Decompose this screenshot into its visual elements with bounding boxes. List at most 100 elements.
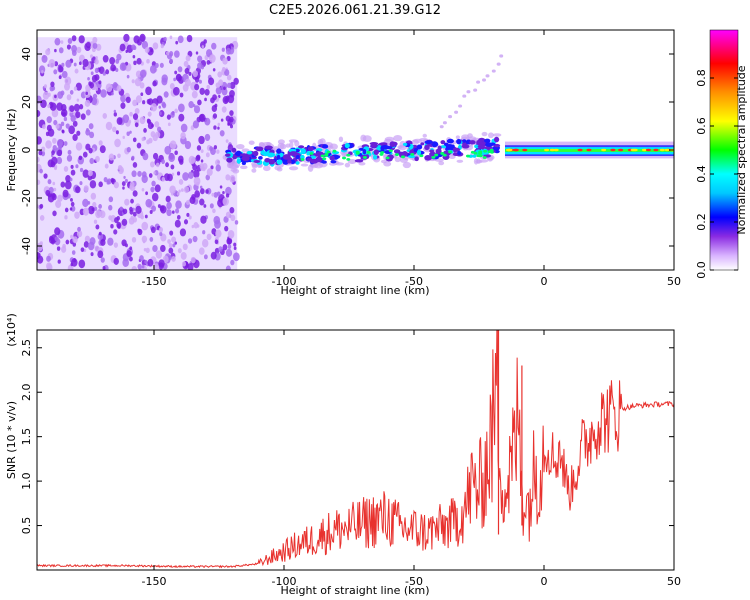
noise-blob — [183, 219, 189, 225]
noise-blob — [171, 172, 175, 176]
noise-blob — [196, 224, 200, 228]
noise-blob — [170, 164, 175, 170]
x-tick-label: -150 — [142, 275, 167, 288]
noise-blob — [63, 116, 68, 122]
stray-blob — [466, 90, 471, 94]
noise-blob — [47, 194, 55, 203]
band-core-blob — [264, 145, 273, 150]
noise-blob — [200, 149, 204, 154]
band-core-blob — [414, 156, 419, 162]
noise-blob — [185, 200, 190, 206]
band-halo-blob — [277, 142, 285, 150]
noise-blob — [132, 207, 135, 211]
noise-blob — [145, 198, 153, 208]
band-halo-blob — [251, 168, 257, 173]
band-peak-blob — [394, 153, 399, 156]
band-core-blob — [416, 144, 423, 150]
band-halo-blob — [309, 163, 317, 168]
noise-blob — [48, 236, 55, 244]
noise-blob — [130, 198, 134, 204]
band-core-blob — [472, 154, 477, 158]
band-core-blob — [266, 152, 276, 158]
noise-blob — [50, 81, 55, 88]
band-halo-blob — [226, 162, 233, 169]
noise-blob — [143, 248, 147, 252]
noise-blob — [167, 122, 171, 127]
spectrogram-x-axis-label: Height of straight line (km) — [280, 284, 429, 297]
noise-blob — [229, 124, 234, 129]
noise-blob — [234, 220, 239, 225]
noise-blob — [75, 82, 82, 91]
band-halo-blob — [384, 136, 395, 142]
noise-blob — [83, 241, 89, 248]
band-halo-blob — [258, 141, 265, 147]
band-peak-blob — [434, 153, 439, 157]
y-tick-label: 1.0 — [20, 472, 33, 490]
band-core-blob — [226, 157, 233, 163]
noise-blob — [85, 109, 91, 116]
noise-blob — [105, 83, 113, 93]
noise-blob — [59, 141, 63, 146]
noise-blob — [51, 156, 58, 165]
noise-blob — [85, 91, 89, 96]
noise-blob — [92, 42, 98, 49]
noise-blob — [152, 245, 158, 253]
noise-blob — [126, 146, 131, 153]
noise-blob — [95, 224, 100, 230]
band-peak-blob — [320, 154, 325, 158]
noise-blob — [224, 69, 230, 76]
noise-blob — [223, 86, 226, 90]
noise-blob — [60, 40, 64, 44]
noise-blob — [134, 107, 140, 115]
noise-blob — [122, 135, 125, 139]
noise-blob — [129, 130, 132, 134]
noise-blob — [47, 92, 51, 97]
noise-blob — [77, 226, 81, 232]
band-peak-blob — [487, 150, 492, 154]
band-halo-blob — [438, 160, 445, 166]
noise-blob — [94, 58, 99, 65]
band-peak-blob — [326, 150, 331, 154]
band-core-blob — [435, 148, 442, 155]
noise-blob — [168, 153, 176, 163]
band-halo-blob — [334, 162, 345, 166]
noise-blob — [90, 54, 93, 59]
band-core-blob — [225, 153, 231, 157]
noise-blob — [155, 250, 163, 259]
y-tick-label: 1.5 — [20, 428, 33, 446]
band-halo-blob — [347, 158, 357, 164]
noise-blob — [108, 196, 114, 203]
noise-blob — [89, 131, 95, 139]
noise-blob — [131, 79, 135, 84]
band-core-blob — [393, 149, 401, 154]
noise-blob — [178, 189, 181, 193]
noise-blob — [54, 166, 58, 171]
noise-blob — [53, 187, 57, 192]
noise-blob — [186, 34, 193, 43]
noise-blob — [38, 150, 43, 156]
noise-blob — [55, 123, 60, 129]
noise-blob — [233, 252, 240, 262]
band-core-blob — [295, 154, 300, 159]
noise-blob — [151, 180, 156, 187]
band-halo-blob — [434, 158, 444, 162]
noise-blob — [56, 102, 63, 111]
band-core-blob — [276, 148, 282, 154]
noise-blob — [205, 189, 209, 194]
noise-blob — [152, 42, 159, 50]
noise-blob — [90, 252, 94, 257]
noise-blob — [206, 233, 212, 241]
clean-band-peak — [653, 148, 659, 152]
noise-blob — [139, 255, 144, 262]
noise-blob — [175, 208, 180, 214]
x-tick-label: 0 — [541, 275, 548, 288]
noise-blob — [137, 263, 142, 270]
clean-band-peak — [577, 148, 583, 152]
band-core-blob — [298, 145, 305, 149]
noise-blob — [154, 121, 160, 128]
stray-blob — [442, 121, 447, 125]
band-core-blob — [462, 139, 467, 143]
noise-blob — [136, 142, 142, 149]
noise-blob — [190, 256, 196, 264]
noise-blob — [110, 224, 114, 229]
